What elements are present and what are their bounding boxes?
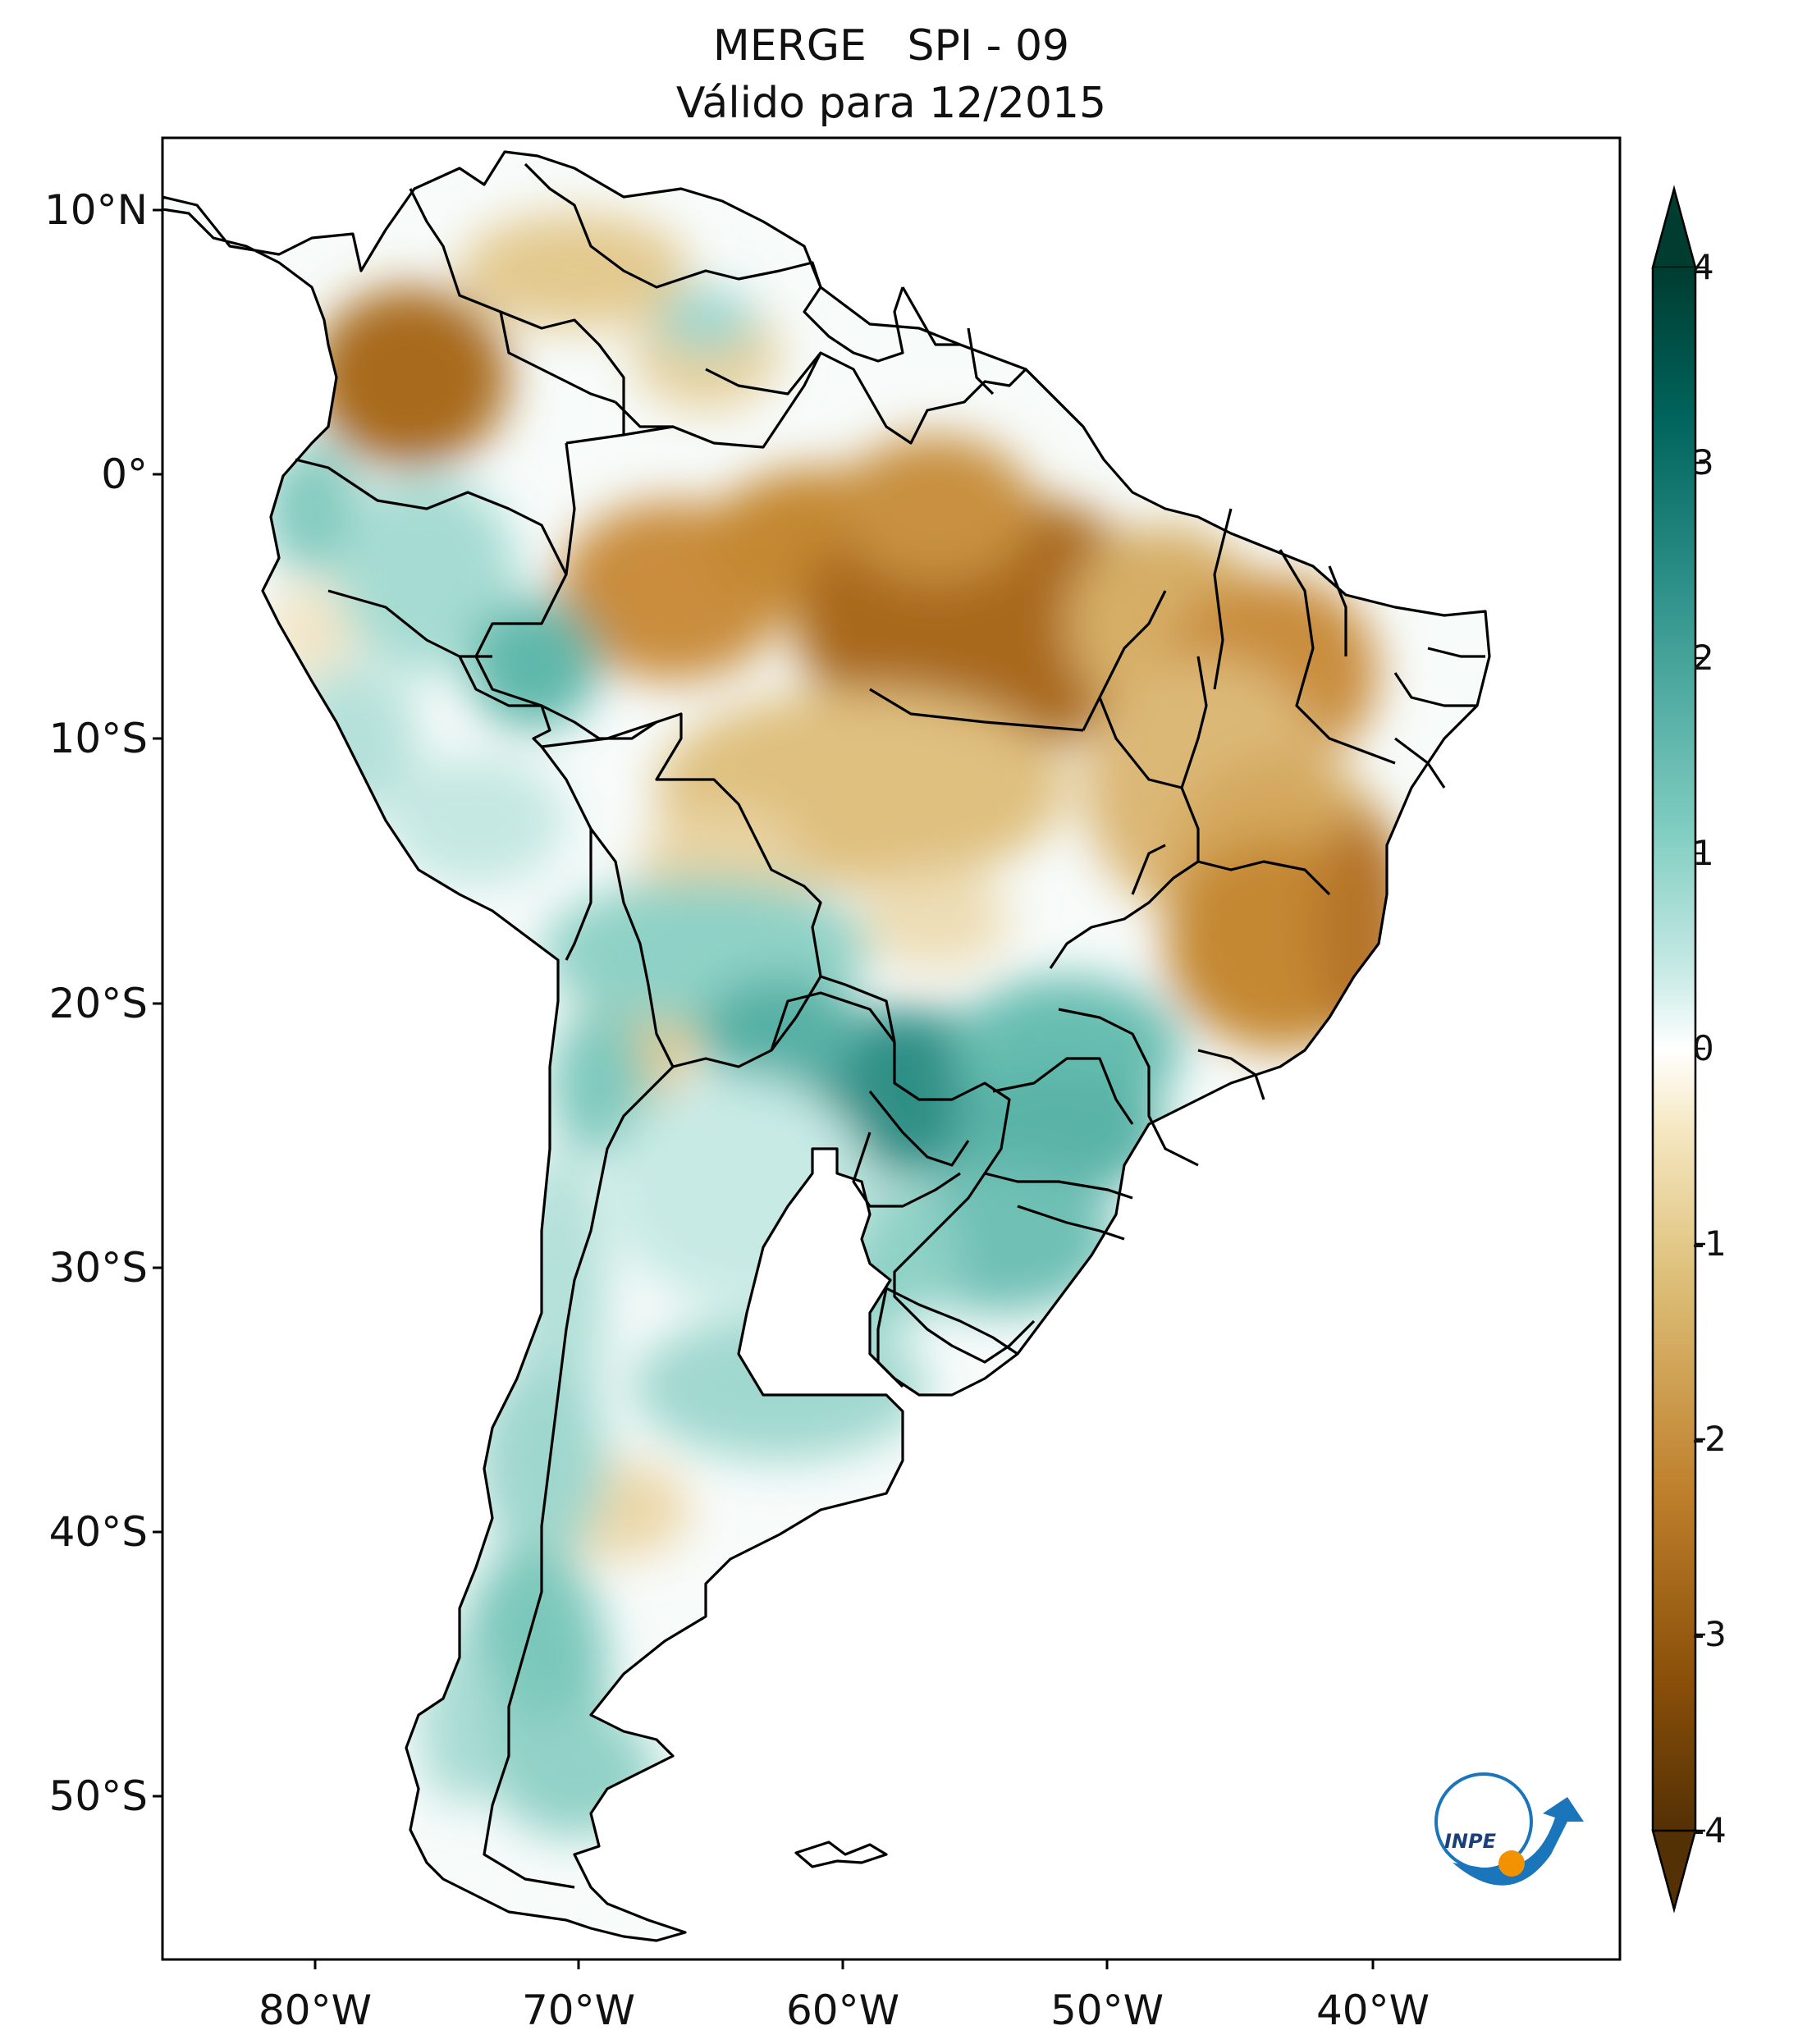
map-subtitle: Válido para 12/2015 — [675, 79, 1107, 128]
lat-label-10n: 10°N — [43, 186, 148, 234]
colorbar-tick-label: 4 — [1692, 247, 1714, 287]
inpe-logo-text: INPE — [1444, 1830, 1496, 1853]
map-frame — [161, 136, 1622, 1961]
colorbar-tick-label: -3 — [1692, 1614, 1727, 1654]
colorbar-upper-extension — [1651, 185, 1697, 269]
colorbar-tick-label: 0 — [1692, 1028, 1714, 1068]
colorbar-gradient — [1653, 268, 1695, 1831]
country-borders — [162, 150, 1491, 1942]
lat-label-20s: 20°S — [48, 980, 148, 1027]
colorbar-tick-label: 3 — [1692, 442, 1714, 482]
colorbar-tick-label: 2 — [1692, 638, 1714, 678]
longitude-ticks — [313, 1959, 1375, 1969]
map-title: MERGE SPI - 09 — [712, 21, 1070, 71]
lon-label-70w: 70°W — [521, 1987, 636, 2034]
lon-label-60w: 60°W — [785, 1987, 900, 2034]
colorbar-tick-label: -4 — [1692, 1810, 1727, 1850]
lon-label-50w: 50°W — [1050, 1987, 1164, 2034]
colorbar-tick-label: -2 — [1692, 1419, 1727, 1459]
colorbar-tick-label: 1 — [1692, 833, 1714, 873]
lat-label-0: 0° — [101, 450, 148, 498]
lat-label-40s: 40°S — [48, 1508, 148, 1556]
colorbar — [1651, 185, 1705, 1914]
lat-label-30s: 30°S — [48, 1244, 148, 1292]
latitude-ticks — [153, 208, 162, 1798]
lat-label-50s: 50°S — [48, 1772, 148, 1820]
colorbar-tick-label: -1 — [1692, 1223, 1727, 1264]
lon-label-80w: 80°W — [258, 1987, 373, 2034]
lat-label-10s: 10°S — [48, 715, 148, 762]
inpe-logo — [1434, 1772, 1584, 1886]
colorbar-lower-extension — [1651, 1829, 1697, 1914]
lon-label-40w: 40°W — [1315, 1987, 1430, 2034]
